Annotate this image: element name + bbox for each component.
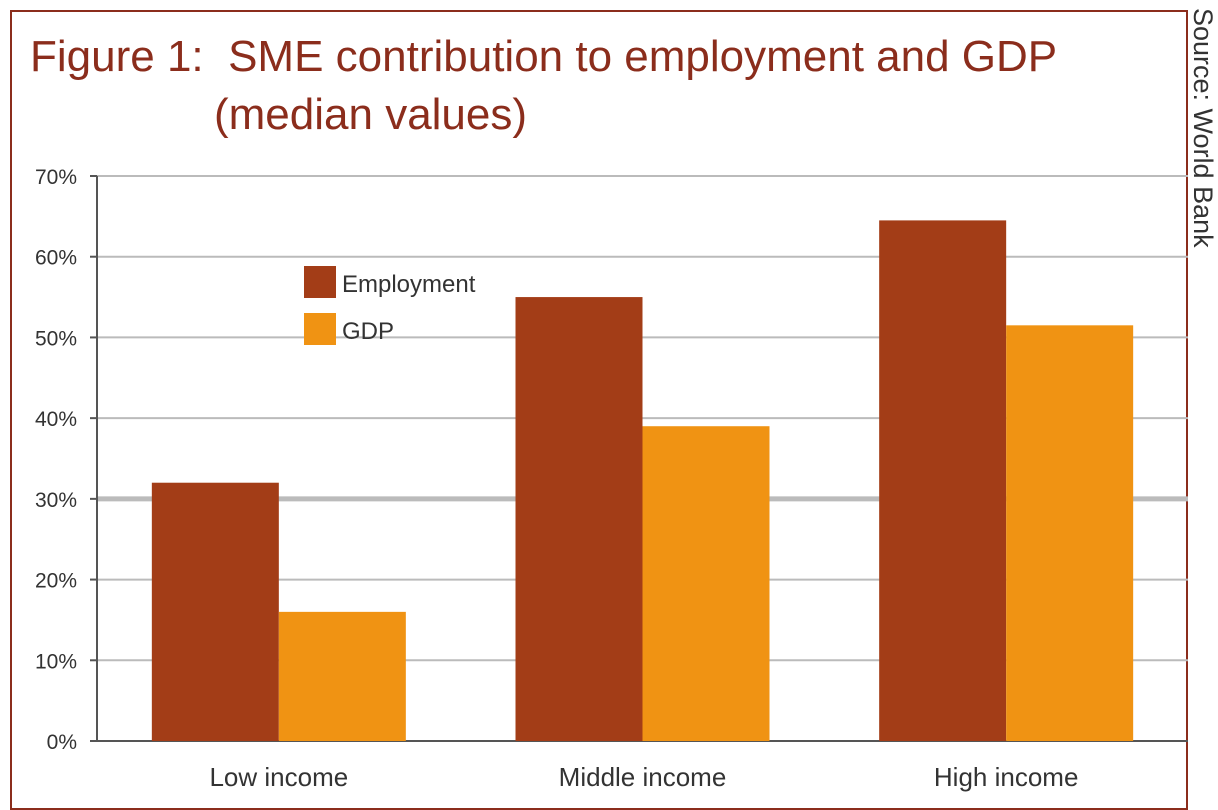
y-tick-label: 40% (35, 408, 77, 431)
y-tick-label: 30% (35, 489, 77, 512)
bar-chart: 0% 10% 20% 30% 40% 50% 60% 70% Low income Middle … (35, 166, 1188, 792)
y-tick-label: 60% (35, 247, 77, 270)
y-tick-label: 50% (35, 327, 77, 350)
x-tick-label: Low income (209, 762, 348, 792)
bar-employment-high-income (879, 220, 1007, 742)
chart-title-line-1: Figure 1: SME contribution to employment… (30, 32, 1058, 81)
y-tick-label: 70% (35, 166, 77, 189)
y-tick-label: 20% (35, 570, 77, 593)
legend-swatch-employment (304, 266, 336, 298)
legend-label-employment: Employment (342, 271, 476, 298)
legend-swatch-gdp (304, 313, 336, 345)
y-tick-label: 0% (47, 731, 77, 754)
bar-gdp-low-income (278, 611, 406, 741)
bar-employment-middle-income (515, 297, 643, 741)
bar-gdp-high-income (1006, 325, 1134, 741)
x-tick-label: Middle income (559, 762, 727, 792)
legend-label-gdp: GDP (342, 318, 394, 345)
bar-employment-low-income (151, 482, 279, 741)
chart-title: Figure 1: SME contribution to employment… (30, 28, 1057, 144)
bar-gdp-middle-income (642, 426, 770, 741)
chart-title-line-2: (median values) (214, 90, 528, 139)
y-tick-label: 10% (35, 650, 77, 673)
x-tick-label: High income (934, 762, 1079, 792)
